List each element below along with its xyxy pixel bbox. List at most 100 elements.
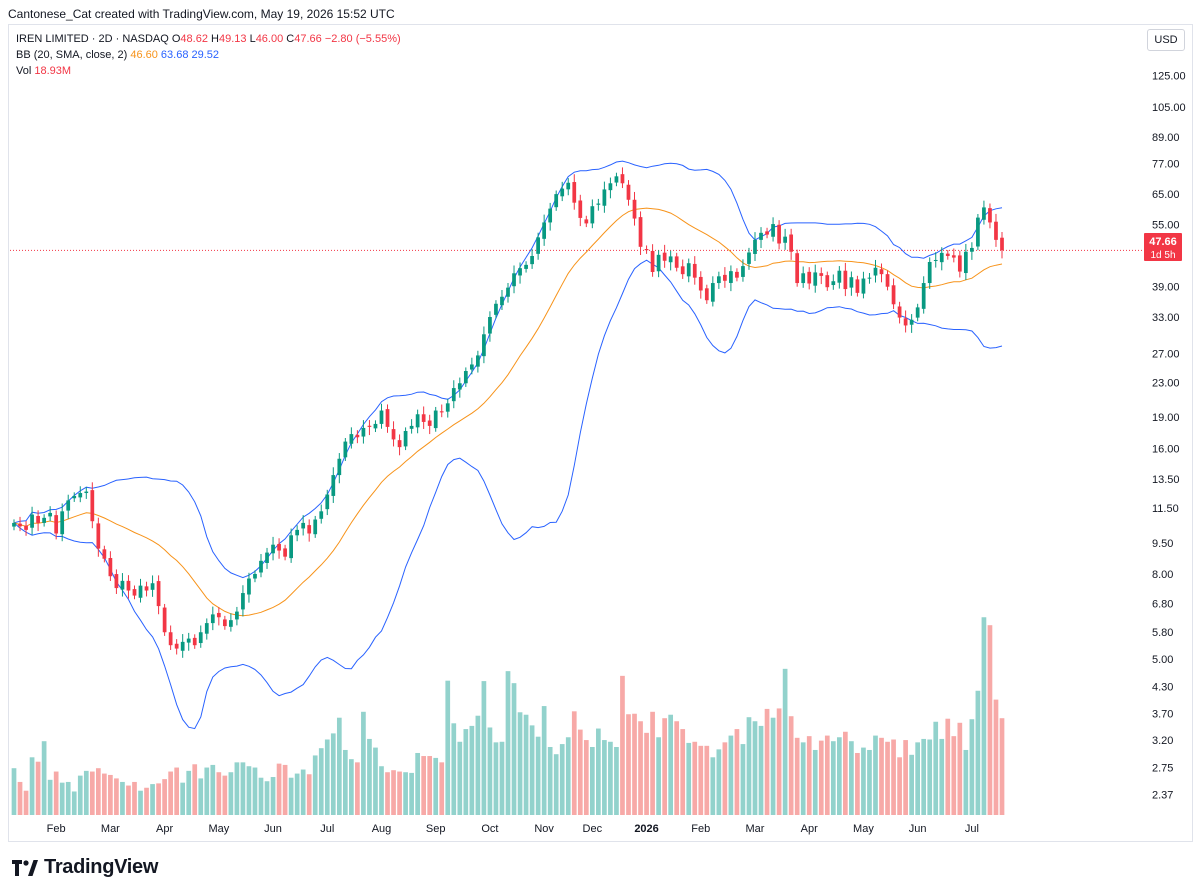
candle-body	[84, 491, 89, 494]
volume-bar	[156, 783, 161, 815]
symbol-label: IREN LIMITED · 2D · NASDAQ	[16, 33, 169, 45]
brand-name: TradingView	[44, 856, 159, 878]
open-value: 48.62	[180, 33, 208, 45]
price-axis-label: 5.00	[1152, 654, 1173, 666]
candle-body	[849, 277, 854, 288]
volume-bar	[180, 782, 186, 815]
volume-bar	[571, 711, 577, 815]
volume-bar	[776, 708, 782, 815]
candle-body	[584, 219, 589, 224]
tradingview-logo[interactable]: TradingView	[12, 856, 158, 879]
candle-body	[72, 495, 77, 499]
candle-body	[259, 560, 263, 573]
candle-body	[674, 256, 679, 268]
candle-body	[723, 274, 727, 281]
candle-body	[379, 410, 384, 424]
candle-body	[524, 264, 528, 269]
candle-body	[108, 558, 113, 577]
close-label: C	[286, 33, 295, 45]
time-axis: Feb Mar Apr May Jun Jul Aug Sep Oct Nov Dec 2026 Feb…	[47, 823, 979, 835]
volume-bar	[559, 744, 565, 815]
candle-body	[915, 307, 920, 318]
candle-body	[241, 593, 245, 610]
bb-label: BB (20, SMA, close, 2)	[16, 49, 128, 61]
volume-bar	[475, 715, 481, 815]
volume-bar	[421, 756, 427, 815]
price-axis-label: 27.00	[1152, 348, 1180, 360]
volume-bar	[764, 708, 770, 815]
candle-body	[78, 493, 83, 498]
candle-body	[30, 514, 34, 528]
candle-body	[12, 522, 16, 527]
volume-bar	[650, 711, 655, 815]
candle-body	[204, 623, 209, 634]
candle-body	[626, 184, 631, 200]
candle-body	[445, 403, 450, 412]
candle-body	[476, 355, 480, 367]
volume-bar	[306, 774, 312, 815]
volume-bar	[668, 714, 674, 815]
price-axis-label: 125.00	[1152, 71, 1186, 83]
candle-body	[96, 523, 101, 549]
candle-body	[831, 281, 836, 286]
volume-bar	[511, 683, 517, 815]
volume-bar	[740, 744, 746, 815]
candle-body	[253, 573, 257, 579]
candle-body	[602, 189, 607, 206]
legend-vol-row[interactable]: Vol 18.93M	[16, 63, 401, 79]
volume-bar	[150, 784, 155, 815]
candle-body	[512, 273, 516, 287]
volume-bar	[541, 706, 547, 815]
candle-body	[614, 176, 619, 183]
volume-bar	[361, 711, 366, 815]
candle-body	[662, 252, 667, 261]
volume-bar	[517, 712, 523, 815]
volume-bar	[939, 738, 945, 815]
volume-bar	[162, 779, 167, 815]
candle-body	[729, 271, 733, 283]
volume-bar	[77, 775, 83, 815]
volume-bar	[120, 781, 125, 815]
candle-body	[349, 434, 354, 444]
candle-body	[337, 458, 342, 476]
price-axis-label: 2.75	[1152, 763, 1173, 775]
candle-body	[319, 511, 324, 519]
candle-body	[482, 334, 486, 357]
currency-button[interactable]: USD	[1147, 29, 1185, 51]
volume-bar	[270, 777, 276, 815]
legend-bb-row[interactable]: BB (20, SMA, close, 2) 46.60 63.68 29.52	[16, 47, 401, 63]
volume-bar	[138, 790, 143, 815]
volume-bar	[391, 770, 396, 815]
price-axis-label: 105.00	[1152, 102, 1186, 114]
volume-bar	[999, 718, 1005, 815]
volume-bar	[445, 680, 451, 815]
volume-bar	[969, 719, 975, 815]
candle-body	[747, 252, 751, 264]
candle-body	[265, 552, 269, 564]
vol-value: 18.93M	[34, 65, 72, 77]
volume-bar	[216, 772, 222, 815]
volume-bar	[385, 772, 390, 815]
price-axis-label: 6.80	[1152, 598, 1173, 610]
volume-bar	[656, 737, 661, 815]
candle-body	[18, 523, 22, 527]
bb-basis-value: 46.60	[130, 49, 158, 61]
volume-bar	[330, 733, 336, 815]
volume-bar	[41, 741, 47, 815]
volume-bar	[451, 723, 457, 815]
candle-body	[409, 425, 414, 429]
legend-symbol-row[interactable]: IREN LIMITED · 2D · NASDAQ O48.62 H49.13…	[16, 31, 401, 47]
volume-bar	[698, 745, 704, 815]
candle-body	[819, 273, 824, 276]
volume-bar	[439, 762, 445, 815]
candle-body	[469, 364, 474, 370]
candle-body	[716, 276, 721, 284]
bb-lower-value: 29.52	[191, 49, 220, 61]
time-axis-label: Nov	[534, 823, 554, 835]
price-axis-label: 55.00	[1152, 219, 1180, 231]
volume-bar	[957, 722, 963, 815]
candle-body	[506, 287, 510, 297]
price-axis-label: 8.00	[1152, 569, 1173, 581]
volume-bar	[102, 773, 107, 815]
